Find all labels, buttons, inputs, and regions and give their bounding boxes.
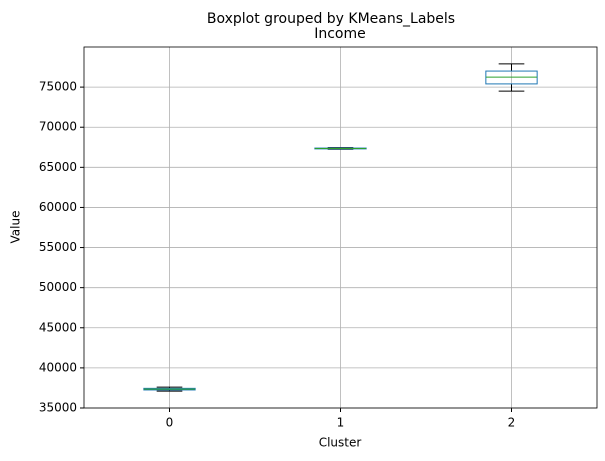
- y-tick-label: 75000: [39, 80, 77, 94]
- y-axis-label: Value: [9, 211, 23, 244]
- y-tick-label: 65000: [39, 160, 77, 174]
- x-tick-label: 0: [166, 416, 174, 430]
- y-tick-label: 45000: [39, 320, 77, 334]
- y-tick-label: 60000: [39, 200, 77, 214]
- x-tick-label: 1: [337, 416, 345, 430]
- y-tick-label: 35000: [39, 401, 77, 415]
- y-tick-label: 70000: [39, 120, 77, 134]
- x-axis-label: Cluster: [319, 436, 362, 450]
- plot-frame: [83, 46, 598, 409]
- x-tick-label: 2: [508, 416, 516, 430]
- chart-title: Boxplot grouped by KMeans_Labels: [207, 11, 455, 27]
- chart-subtitle: Income: [314, 26, 366, 42]
- y-tick-label: 40000: [39, 360, 77, 374]
- y-tick-label: 55000: [39, 240, 77, 254]
- y-tick-label: 50000: [39, 280, 77, 294]
